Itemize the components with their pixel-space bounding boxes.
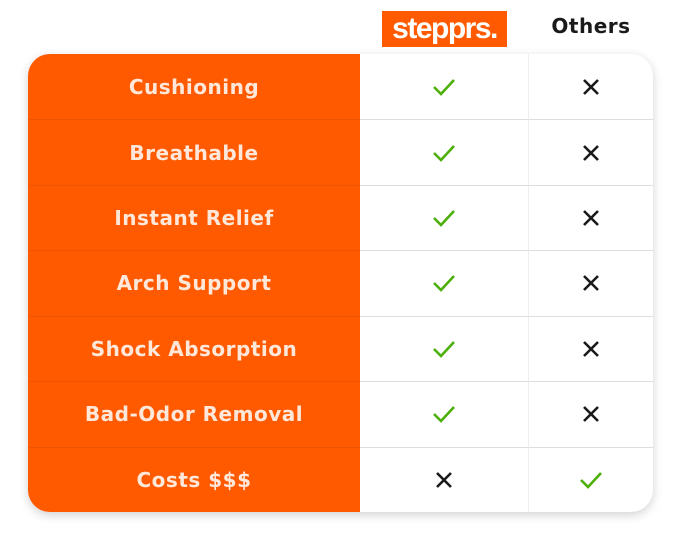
others-cell xyxy=(529,446,653,512)
stepprs-cell xyxy=(360,315,529,382)
feature-label: Bad-Odor Removal xyxy=(28,381,360,447)
table-row: Instant Relief xyxy=(28,184,653,251)
cross-icon xyxy=(582,144,600,162)
stepprs-logo: stepprs. xyxy=(382,11,507,47)
cross-icon xyxy=(582,405,600,423)
table-row: Arch Support xyxy=(28,250,653,316)
comparison-table: Cushioning Breathable Instant Relief Arch S… xyxy=(28,54,653,512)
cross-icon xyxy=(435,471,453,489)
check-icon xyxy=(432,143,456,163)
cross-icon xyxy=(582,209,600,227)
table-row: Costs $$$ xyxy=(28,446,653,512)
table-row: Shock Absorption xyxy=(28,315,653,382)
feature-label: Breathable xyxy=(28,119,360,185)
stepprs-cell xyxy=(360,119,529,185)
feature-label: Costs $$$ xyxy=(28,446,360,512)
check-icon xyxy=(432,339,456,359)
stepprs-cell xyxy=(360,250,529,316)
others-cell xyxy=(529,119,653,184)
feature-label: Instant Relief xyxy=(28,184,360,251)
feature-label: Cushioning xyxy=(28,54,360,120)
others-cell xyxy=(529,250,653,315)
others-cell xyxy=(529,315,653,381)
others-cell xyxy=(529,381,653,446)
table-row: Cushioning xyxy=(28,54,653,120)
stepprs-cell xyxy=(360,381,529,447)
check-icon xyxy=(579,470,603,490)
stepprs-cell xyxy=(360,54,529,120)
check-icon xyxy=(432,77,456,97)
others-cell xyxy=(529,184,653,250)
check-icon xyxy=(432,208,456,228)
stepprs-cell xyxy=(360,184,529,251)
cross-icon xyxy=(582,340,600,358)
table-row: Bad-Odor Removal xyxy=(28,381,653,447)
others-column-header: Others xyxy=(551,14,631,38)
check-icon xyxy=(432,404,456,424)
table-row: Breathable xyxy=(28,119,653,185)
others-cell xyxy=(529,54,653,119)
cross-icon xyxy=(582,78,600,96)
feature-label: Arch Support xyxy=(28,250,360,316)
cross-icon xyxy=(582,274,600,292)
feature-label: Shock Absorption xyxy=(28,315,360,382)
check-icon xyxy=(432,273,456,293)
stepprs-cell xyxy=(360,446,529,512)
